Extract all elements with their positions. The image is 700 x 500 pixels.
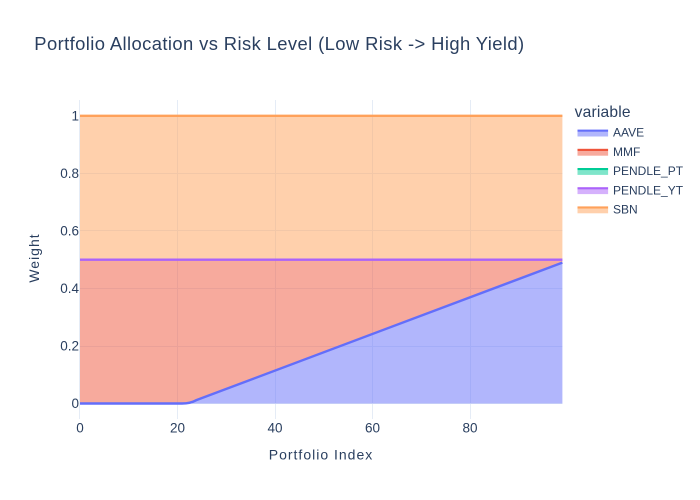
- svg-text:1: 1: [71, 109, 79, 124]
- svg-text:80: 80: [462, 421, 477, 436]
- svg-text:0.4: 0.4: [60, 281, 79, 296]
- svg-text:variable: variable: [575, 104, 631, 121]
- svg-text:PENDLE_YT: PENDLE_YT: [613, 183, 684, 197]
- svg-text:SBN: SBN: [613, 203, 638, 217]
- svg-text:0.8: 0.8: [60, 166, 79, 181]
- svg-text:0.6: 0.6: [60, 224, 79, 239]
- svg-text:20: 20: [170, 421, 185, 436]
- svg-text:Weight: Weight: [26, 233, 42, 282]
- svg-text:Portfolio Allocation vs Risk L: Portfolio Allocation vs Risk Level (Low …: [34, 33, 524, 54]
- svg-text:40: 40: [267, 421, 282, 436]
- svg-text:60: 60: [365, 421, 380, 436]
- svg-text:0.2: 0.2: [60, 339, 79, 354]
- svg-text:MMF: MMF: [613, 145, 640, 159]
- svg-text:AAVE: AAVE: [613, 126, 644, 140]
- svg-text:0: 0: [76, 421, 84, 436]
- svg-text:PENDLE_PT: PENDLE_PT: [613, 164, 684, 178]
- svg-text:0: 0: [71, 396, 79, 411]
- svg-text:Portfolio Index: Portfolio Index: [269, 447, 374, 463]
